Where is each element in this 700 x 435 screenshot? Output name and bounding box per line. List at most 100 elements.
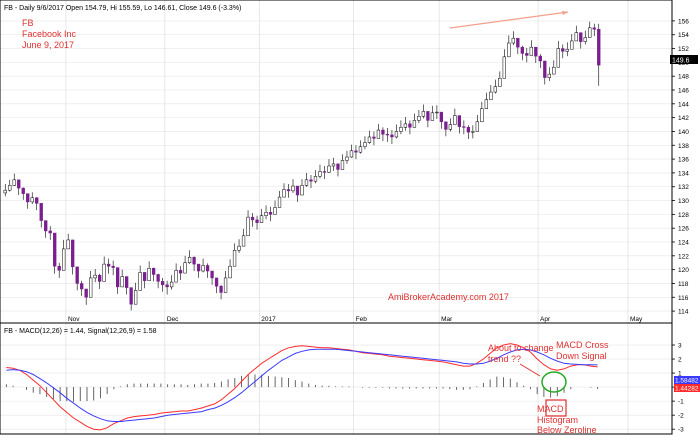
trend-question-note: trend ?? bbox=[488, 354, 521, 364]
company-name: Facebook Inc bbox=[22, 29, 77, 39]
candle-down bbox=[44, 220, 48, 232]
candle-up bbox=[574, 32, 578, 42]
candle-down bbox=[129, 287, 133, 305]
candle-up bbox=[552, 66, 556, 75]
candle-up bbox=[399, 127, 403, 132]
candle-down bbox=[543, 60, 547, 78]
candle-up bbox=[259, 215, 264, 223]
candle-down bbox=[142, 272, 147, 281]
candle-up bbox=[174, 270, 178, 283]
histogram-note-line2: Histogram bbox=[537, 415, 578, 425]
candle-up bbox=[223, 277, 228, 293]
candle-down bbox=[268, 212, 273, 215]
price-tick-label: 130 bbox=[678, 198, 689, 205]
candle-up bbox=[412, 120, 417, 128]
candle-up bbox=[583, 37, 587, 42]
candle-up bbox=[183, 262, 187, 274]
price-header: FB - Daily 9/6/2017 Open 154.79, Hi 155.… bbox=[4, 5, 241, 12]
price-tick-label: 116 bbox=[678, 295, 689, 302]
candle-up bbox=[201, 265, 205, 272]
candle-down bbox=[426, 111, 430, 121]
candle-down bbox=[214, 277, 219, 287]
candle-up bbox=[120, 276, 124, 288]
price-tick-label: 156 bbox=[678, 18, 689, 25]
candle-down bbox=[534, 46, 538, 57]
candle-down bbox=[295, 185, 300, 196]
price-tick-label: 142 bbox=[678, 115, 689, 122]
candle-down bbox=[408, 123, 412, 128]
candle-down bbox=[178, 270, 183, 274]
candle-down bbox=[98, 274, 102, 282]
chart-date: June 9, 2017 bbox=[22, 40, 74, 50]
candle-down bbox=[111, 265, 115, 268]
price-tick-label: 146 bbox=[678, 88, 689, 95]
rising-trendline bbox=[449, 11, 569, 29]
candle-up bbox=[367, 136, 372, 143]
candle-up bbox=[30, 197, 34, 203]
candle-down bbox=[579, 32, 583, 42]
macd-histogram bbox=[5, 374, 599, 402]
candle-down bbox=[286, 189, 291, 192]
candle-up bbox=[453, 115, 457, 125]
watermark: AmiBrokerAcademy.com 2017 bbox=[388, 292, 509, 302]
price-tick-label: 114 bbox=[678, 309, 689, 316]
candle-up bbox=[403, 123, 408, 128]
candle-up bbox=[8, 185, 12, 191]
candle-up bbox=[237, 245, 241, 251]
candle-up bbox=[147, 268, 151, 281]
price-tick-label: 148 bbox=[678, 74, 689, 81]
about-to-change-note: About to change bbox=[488, 343, 554, 353]
month-label: May bbox=[630, 316, 643, 323]
macd-tick-label: 1 bbox=[678, 371, 682, 378]
candle-down bbox=[462, 126, 466, 128]
candle-up bbox=[89, 277, 93, 298]
candle-up bbox=[435, 111, 439, 114]
macd-line bbox=[6, 343, 598, 431]
last-price-label: 149.6 bbox=[672, 58, 690, 65]
macd-tick-label: 2 bbox=[678, 357, 682, 364]
macd-value-label: 1.44282 bbox=[675, 386, 699, 393]
price-y-axis: 114 116 118 120 122 124 126 128 130 132 134 136 138 1… bbox=[672, 18, 689, 316]
price-tick-label: 118 bbox=[678, 281, 689, 288]
candle-up bbox=[169, 281, 174, 288]
candle-up bbox=[277, 196, 282, 208]
price-tick-label: 134 bbox=[678, 170, 689, 177]
signal-value-tag: 1.58482 bbox=[674, 376, 700, 385]
candle-up bbox=[304, 179, 309, 186]
month-label: Feb bbox=[356, 316, 368, 323]
candle-down bbox=[336, 163, 340, 170]
candle-down bbox=[309, 179, 313, 182]
candle-down bbox=[107, 263, 111, 267]
trendline-arrowhead bbox=[562, 11, 568, 15]
candlestick-series bbox=[3, 21, 601, 311]
candle-up bbox=[448, 124, 453, 130]
candle-up bbox=[421, 111, 426, 117]
candle-up bbox=[484, 99, 488, 109]
month-label: Dec bbox=[167, 316, 179, 323]
candle-up bbox=[358, 146, 363, 153]
candle-up bbox=[66, 239, 70, 250]
macd-tick-label: -3 bbox=[678, 427, 684, 434]
candle-down bbox=[520, 46, 524, 54]
candle-down bbox=[381, 129, 385, 135]
candle-up bbox=[331, 163, 336, 167]
candle-down bbox=[390, 134, 394, 138]
candle-up bbox=[300, 185, 304, 196]
candle-up bbox=[430, 112, 435, 121]
candle-up bbox=[282, 189, 286, 198]
price-tick-label: 120 bbox=[678, 267, 689, 274]
candle-down bbox=[57, 265, 61, 271]
candle-down bbox=[255, 219, 259, 223]
candle-up bbox=[62, 248, 66, 271]
candle-up bbox=[570, 40, 574, 50]
x-axis-month-labels: NovDec2017FebMarAprMayJun bbox=[65, 0, 643, 434]
price-tick-label: 152 bbox=[678, 46, 689, 53]
price-tick-label: 128 bbox=[678, 212, 689, 219]
signal-value-label: 1.58482 bbox=[675, 378, 699, 385]
down-signal-note: Down Signal bbox=[556, 351, 607, 361]
candle-up bbox=[246, 216, 250, 237]
candle-down bbox=[385, 133, 390, 136]
candle-up bbox=[138, 272, 142, 291]
candle-up bbox=[480, 108, 484, 123]
